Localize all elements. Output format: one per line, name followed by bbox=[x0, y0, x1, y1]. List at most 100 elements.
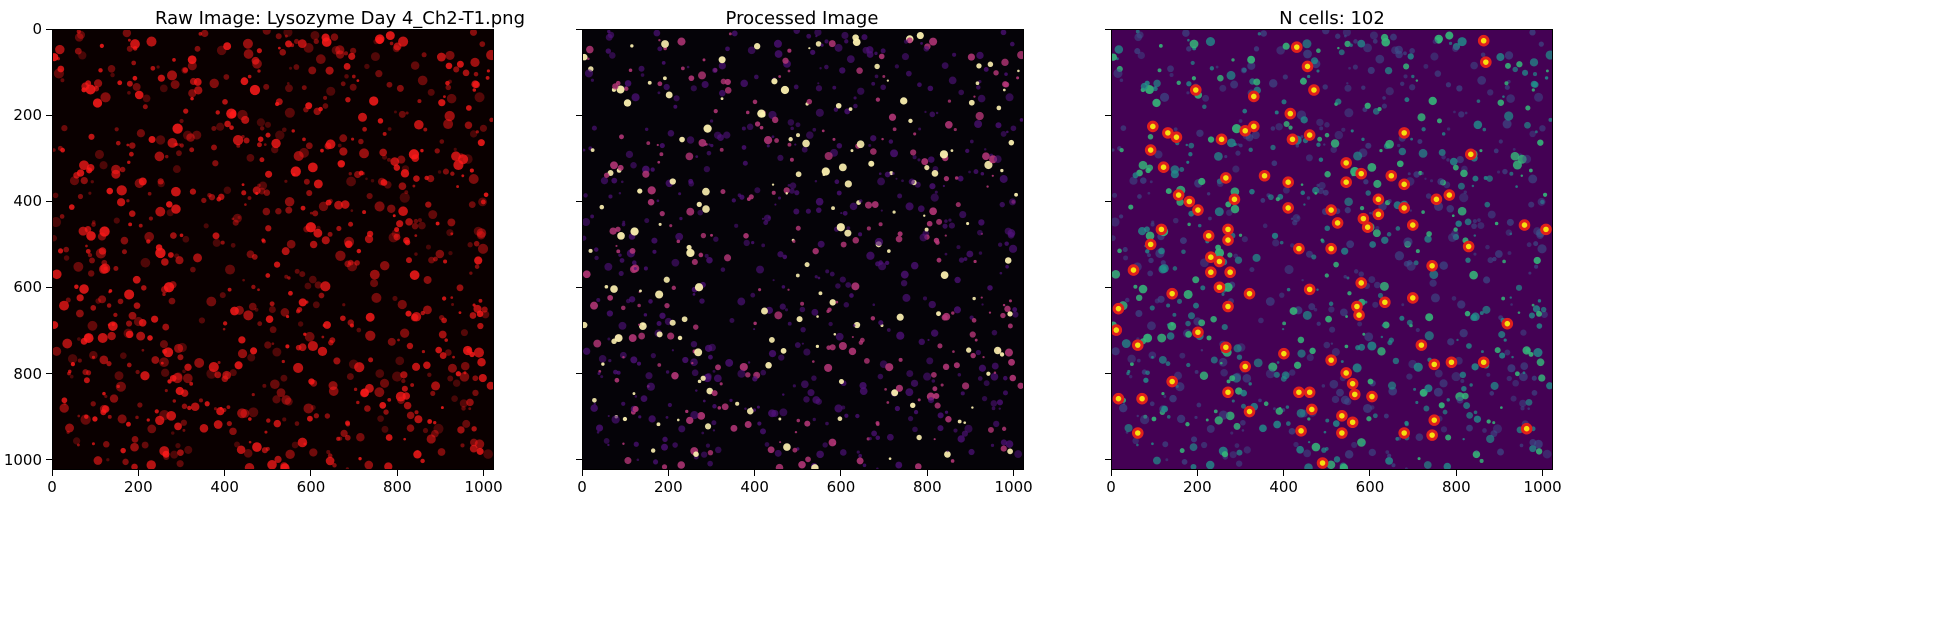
fluorescence-spot bbox=[340, 200, 350, 209]
fluorescence-spot bbox=[1448, 233, 1457, 242]
fluorescence-spot bbox=[1329, 326, 1336, 333]
fluorescence-spot bbox=[257, 142, 262, 148]
fluorescence-spot bbox=[1429, 179, 1434, 183]
fluorescence-spot bbox=[460, 443, 465, 448]
fluorescence-spot bbox=[162, 292, 166, 297]
fluorescence-spot bbox=[315, 54, 326, 64]
detected-cell-marker bbox=[1336, 427, 1348, 439]
fluorescence-spot bbox=[450, 296, 454, 299]
fluorescence-spot bbox=[877, 177, 885, 186]
fluorescence-spot bbox=[475, 130, 479, 134]
fluorescence-spot bbox=[1340, 360, 1344, 363]
fluorescence-spot bbox=[1151, 220, 1155, 224]
fluorescence-spot bbox=[169, 374, 177, 382]
fluorescence-spot bbox=[680, 66, 685, 71]
fluorescence-spot bbox=[423, 275, 432, 284]
fluorescence-spot bbox=[67, 354, 78, 364]
fluorescence-spot bbox=[364, 234, 374, 244]
fluorescence-spot bbox=[423, 127, 428, 132]
fluorescence-spot bbox=[1386, 232, 1392, 237]
fluorescence-spot bbox=[1442, 409, 1448, 415]
fluorescence-spot bbox=[340, 315, 346, 322]
fluorescence-spot bbox=[362, 210, 367, 215]
fluorescence-spot bbox=[181, 66, 189, 74]
fluorescence-spot bbox=[876, 422, 880, 427]
fluorescence-spot bbox=[1458, 111, 1465, 118]
fluorescence-spot bbox=[348, 52, 356, 60]
fluorescence-spot bbox=[659, 312, 666, 319]
fluorescence-spot bbox=[305, 300, 309, 304]
fluorescence-spot bbox=[1148, 257, 1154, 264]
detected-cell-marker bbox=[1243, 405, 1256, 418]
fluorescence-spot bbox=[445, 80, 450, 86]
fluorescence-spot bbox=[1332, 420, 1340, 427]
fluorescence-spot bbox=[959, 211, 967, 219]
fluorescence-spot bbox=[852, 237, 860, 244]
fluorescence-spot bbox=[223, 74, 230, 80]
fluorescence-spot bbox=[840, 212, 843, 215]
fluorescence-spot bbox=[201, 197, 207, 204]
fluorescence-spot bbox=[1432, 39, 1438, 45]
fluorescence-spot bbox=[1248, 147, 1253, 153]
fluorescence-spot bbox=[412, 184, 416, 188]
fluorescence-spot bbox=[814, 30, 822, 37]
fluorescence-spot bbox=[1129, 374, 1133, 379]
fluorescence-spot bbox=[1457, 37, 1467, 47]
fluorescence-spot bbox=[384, 462, 393, 469]
fluorescence-spot bbox=[874, 74, 879, 79]
fluorescence-spot bbox=[126, 80, 133, 87]
fluorescence-spot bbox=[108, 289, 113, 293]
fluorescence-spot bbox=[768, 349, 777, 358]
fluorescence-spot bbox=[304, 282, 312, 290]
fluorescence-spot bbox=[1445, 82, 1452, 88]
fluorescence-spot bbox=[136, 129, 146, 138]
fluorescence-spot bbox=[148, 216, 154, 221]
fluorescence-spot bbox=[828, 40, 836, 48]
fluorescence-spot bbox=[1270, 144, 1276, 151]
fluorescence-spot bbox=[174, 372, 183, 381]
fluorescence-spot bbox=[172, 165, 181, 174]
fluorescence-spot bbox=[935, 111, 939, 115]
fluorescence-spot bbox=[1522, 69, 1529, 76]
fluorescence-spot bbox=[180, 419, 188, 426]
fluorescence-spot bbox=[251, 284, 256, 290]
fluorescence-spot bbox=[1235, 150, 1241, 156]
fluorescence-spot bbox=[640, 73, 645, 77]
fluorescence-spot bbox=[136, 331, 146, 341]
fluorescence-spot bbox=[880, 48, 886, 54]
fluorescence-spot bbox=[1379, 281, 1389, 291]
fluorescence-spot bbox=[779, 441, 782, 444]
fluorescence-spot bbox=[685, 152, 694, 161]
fluorescence-spot bbox=[719, 147, 724, 152]
fluorescence-spot bbox=[771, 78, 778, 85]
fluorescence-spot bbox=[1297, 349, 1306, 358]
fluorescence-spot bbox=[721, 403, 729, 411]
fluorescence-spot bbox=[1300, 135, 1304, 139]
fluorescence-spot bbox=[825, 269, 830, 274]
fluorescence-spot bbox=[151, 315, 159, 323]
fluorescence-spot bbox=[659, 152, 664, 157]
processed-image bbox=[583, 30, 1023, 469]
fluorescence-spot bbox=[686, 65, 690, 69]
fluorescence-spot bbox=[1296, 408, 1306, 418]
fluorescence-spot bbox=[871, 430, 878, 437]
fluorescence-spot bbox=[622, 416, 628, 422]
fluorescence-spot bbox=[155, 247, 166, 259]
fluorescence-spot bbox=[1285, 405, 1290, 409]
fluorescence-spot bbox=[1434, 70, 1442, 77]
detected-cell-marker bbox=[1222, 234, 1234, 246]
detected-cell-marker bbox=[1247, 90, 1260, 103]
fluorescence-spot bbox=[592, 397, 597, 403]
fluorescence-spot bbox=[1247, 55, 1256, 64]
fluorescence-spot bbox=[1517, 311, 1521, 314]
x-tick-label: 0 bbox=[1106, 478, 1116, 496]
fluorescence-spot bbox=[1438, 149, 1446, 156]
fluorescence-spot bbox=[944, 219, 948, 223]
fluorescence-spot bbox=[815, 85, 823, 92]
fluorescence-spot bbox=[604, 262, 613, 271]
y-tick-label: 200 bbox=[13, 106, 42, 125]
fluorescence-spot bbox=[130, 39, 140, 49]
fluorescence-spot bbox=[753, 328, 756, 331]
fluorescence-spot bbox=[835, 300, 839, 304]
fluorescence-spot bbox=[456, 284, 464, 292]
